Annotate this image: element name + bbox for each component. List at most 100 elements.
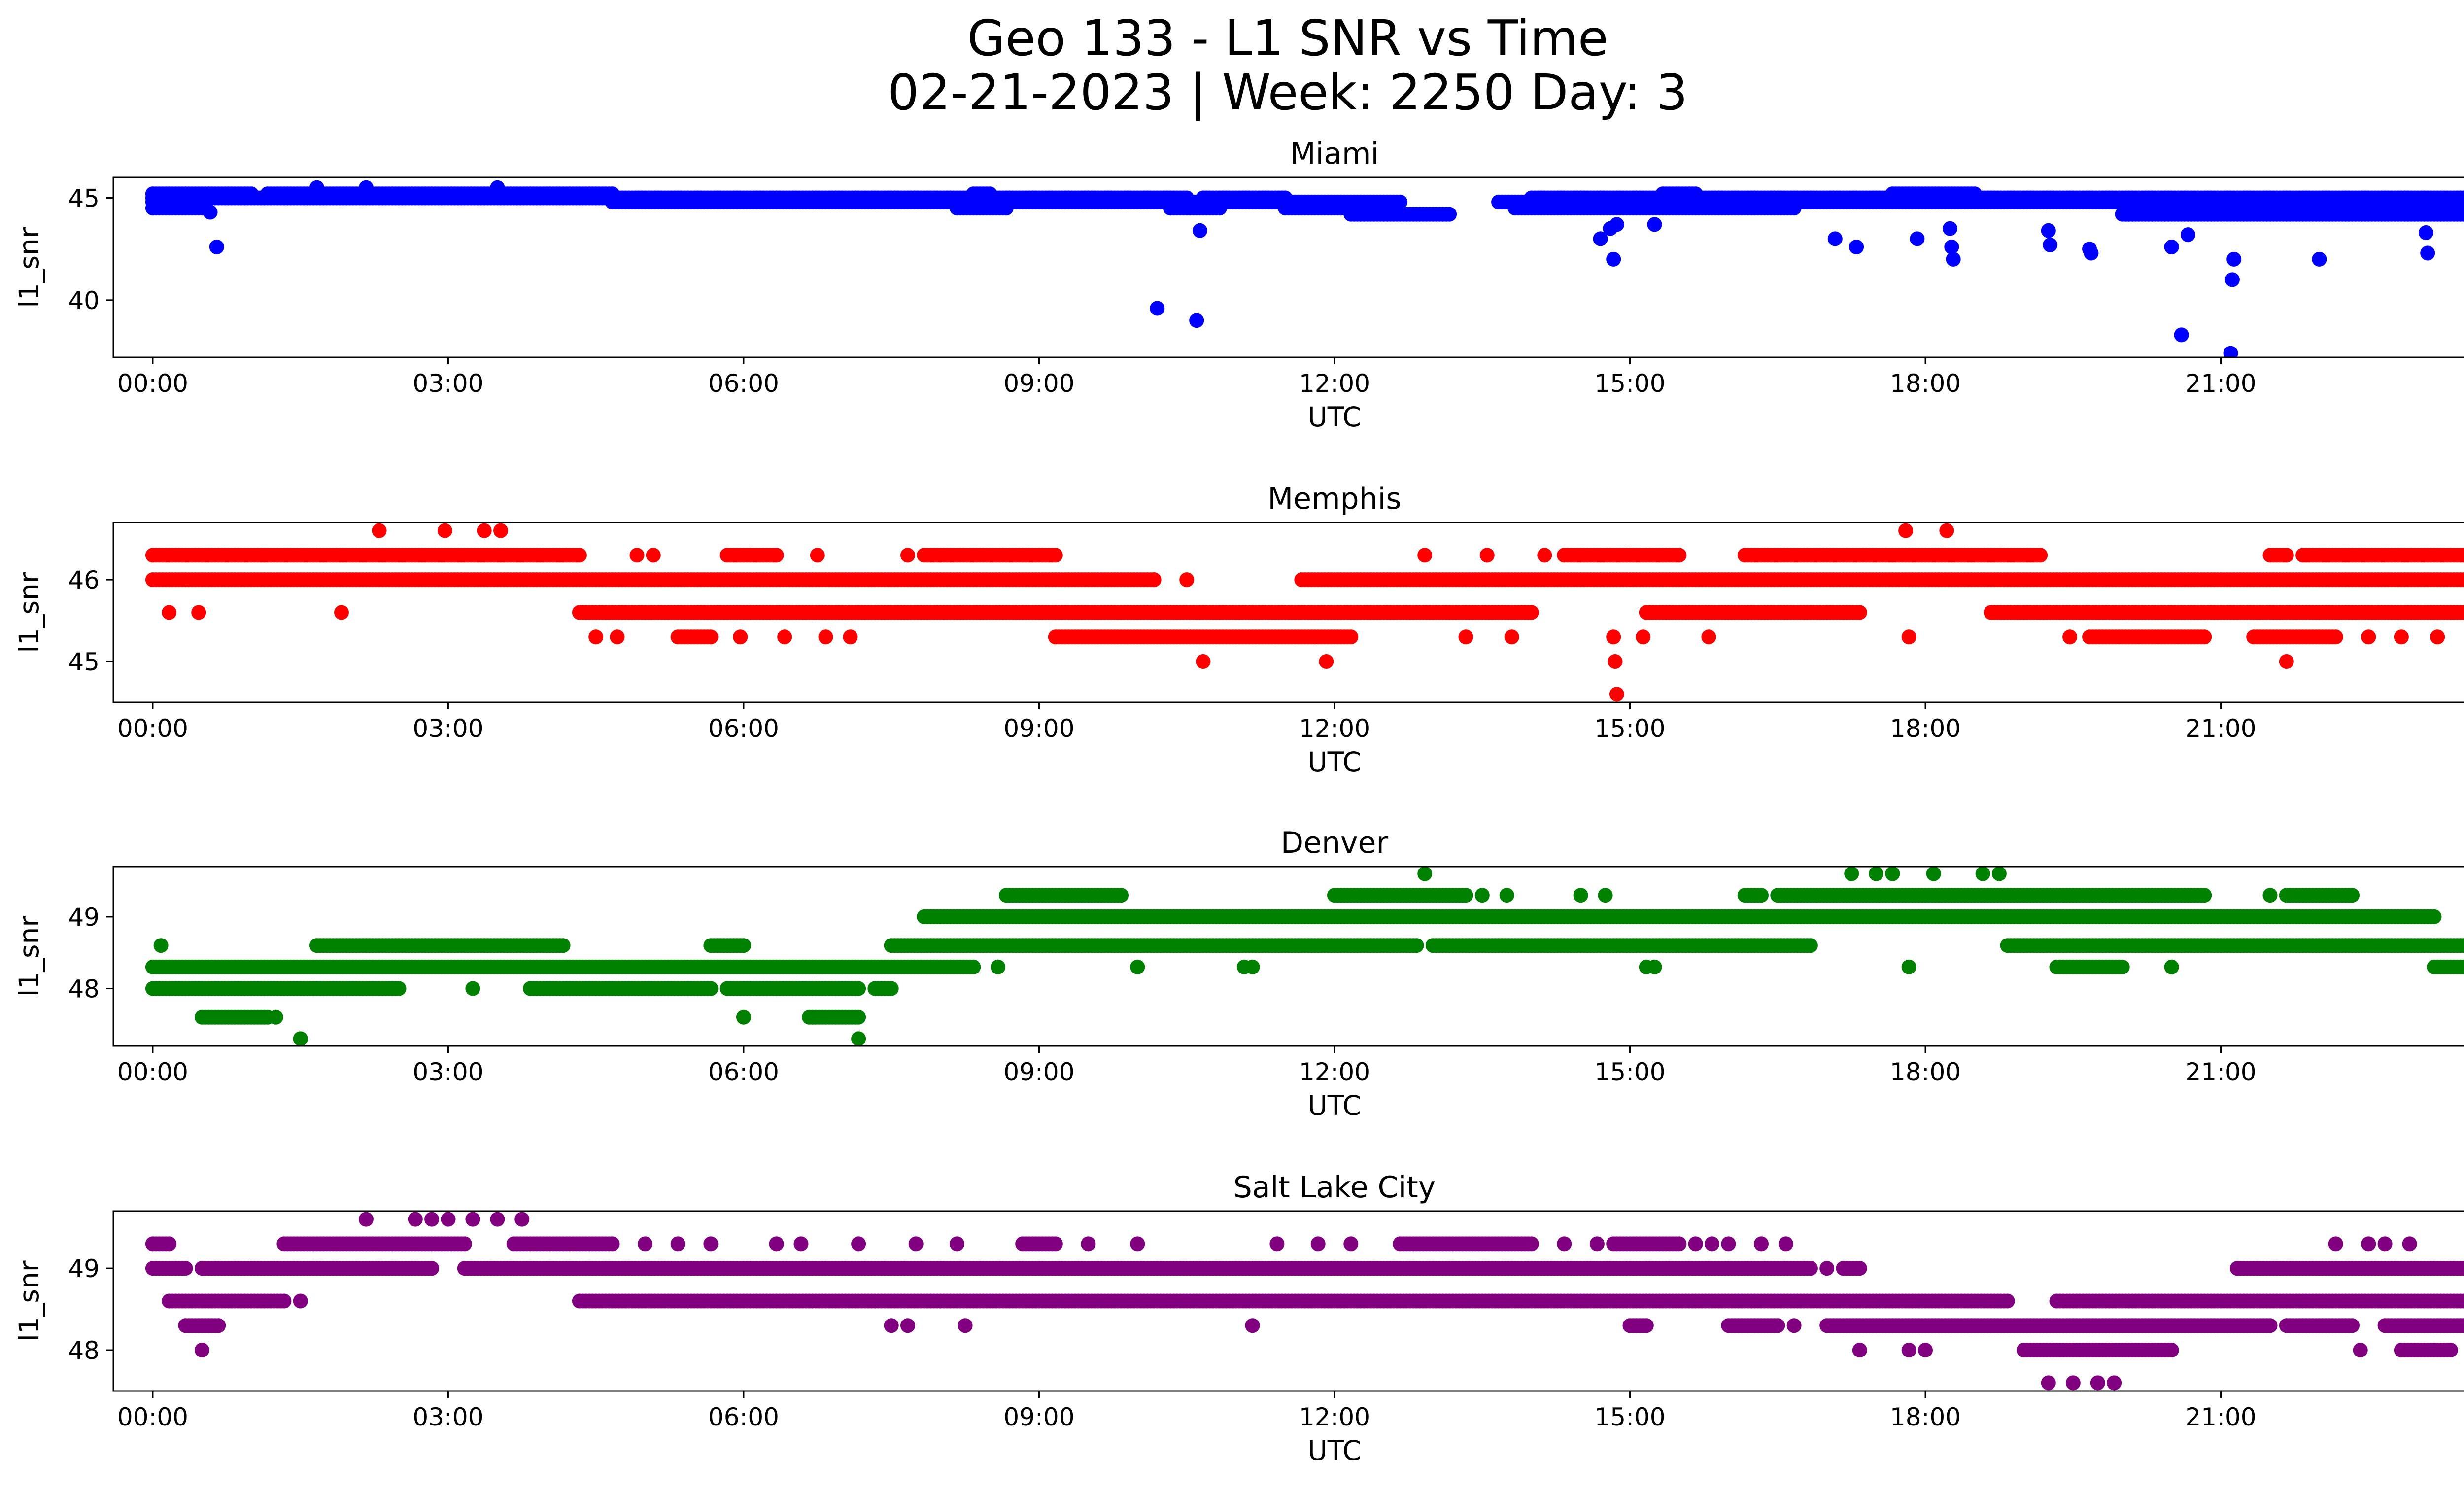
data-point <box>1701 629 1716 645</box>
data-point <box>2033 548 2048 563</box>
data-point <box>2084 245 2099 261</box>
y-axis-label: l1_snr <box>13 227 45 308</box>
data-point <box>843 629 858 645</box>
data-point <box>2463 210 2464 218</box>
data-point <box>1943 221 1957 236</box>
data-points-denver <box>145 867 2464 1046</box>
x-tick-label: 15:00 <box>1594 369 1665 398</box>
data-point <box>1639 199 1654 214</box>
data-point <box>1458 888 1473 903</box>
y-tick-label: 45 <box>68 648 100 676</box>
data-point <box>1939 523 1954 538</box>
data-point <box>1609 217 1624 232</box>
data-point <box>733 629 748 645</box>
data-point <box>1901 629 1916 645</box>
data-point <box>2279 654 2294 669</box>
x-tick-label: 21:00 <box>2186 369 2257 398</box>
data-point <box>1417 548 1433 563</box>
data-point <box>162 605 177 620</box>
data-points-miami <box>145 180 2464 357</box>
data-point <box>2463 941 2464 950</box>
x-tick-label: 00:00 <box>117 369 188 398</box>
data-point <box>1827 231 1843 246</box>
data-point <box>1537 548 1552 563</box>
data-point <box>2460 605 2464 620</box>
data-point <box>2460 573 2464 587</box>
data-point <box>309 180 324 195</box>
data-point <box>1849 240 1864 254</box>
data-point <box>1442 207 1457 222</box>
data-point <box>2312 251 2327 267</box>
data-point <box>1393 194 1408 209</box>
data-point <box>818 629 833 645</box>
data-point <box>1192 223 1207 238</box>
data-point <box>2463 551 2464 559</box>
data-point <box>1898 523 1914 538</box>
data-point <box>703 629 719 645</box>
data-point <box>2062 629 2078 645</box>
data-point <box>358 180 374 195</box>
data-point <box>2463 576 2464 584</box>
data-point <box>2463 608 2464 617</box>
data-point <box>1606 251 1621 267</box>
data-point <box>1852 605 1867 620</box>
data-point <box>2430 629 2445 645</box>
data-point <box>1609 687 1624 702</box>
y-tick-label: 46 <box>68 566 100 594</box>
data-point <box>1636 629 1651 645</box>
data-point <box>572 548 587 563</box>
data-point <box>1479 548 1495 563</box>
data-point <box>2226 251 2242 267</box>
figure-subtitle: 02-21-2023 | Week: 2250 Day: 3 <box>888 64 1688 121</box>
data-point <box>191 605 206 620</box>
data-point <box>2418 225 2433 240</box>
x-tick-label: 18:00 <box>1890 714 1961 743</box>
data-point <box>1212 201 1227 216</box>
data-point <box>769 548 784 563</box>
data-point <box>1524 605 1539 620</box>
y-tick-label: 45 <box>68 184 100 212</box>
data-point <box>900 548 915 563</box>
data-point <box>437 523 452 538</box>
data-point <box>1593 231 1608 246</box>
data-point <box>2460 207 2464 221</box>
data-point <box>1946 251 1961 267</box>
data-point <box>1647 217 1662 232</box>
data-point <box>2361 629 2376 645</box>
subplot-title: Miami <box>1290 137 1379 171</box>
y-tick-label: 40 <box>68 286 100 315</box>
subplot-title: Memphis <box>1267 482 1401 516</box>
data-point <box>1196 654 1211 669</box>
data-point <box>2279 548 2294 563</box>
data-point <box>2345 888 2360 903</box>
x-tick-label: 03:00 <box>412 369 483 398</box>
data-point <box>334 605 349 620</box>
data-point <box>1944 240 1959 254</box>
data-point <box>2164 240 2179 254</box>
data-point <box>1910 231 1925 246</box>
data-point <box>555 938 571 953</box>
data-point <box>2460 548 2464 562</box>
data-point <box>2427 909 2442 924</box>
data-point <box>2180 227 2195 243</box>
data-point <box>1754 888 1769 903</box>
data-point <box>736 938 751 953</box>
data-point <box>2041 223 2056 238</box>
data-point <box>2197 888 2212 903</box>
data-point <box>477 523 492 538</box>
x-tick-label: 18:00 <box>1890 369 1961 398</box>
x-axis-label: UTC <box>1307 746 1361 778</box>
x-tick-label: 03:00 <box>412 714 483 743</box>
x-tick-label: 12:00 <box>1299 714 1370 743</box>
data-point <box>1189 313 1204 328</box>
data-point <box>1458 629 1473 645</box>
data-point <box>2394 629 2409 645</box>
x-tick-label: 12:00 <box>1299 369 1370 398</box>
data-point <box>2420 245 2435 261</box>
data-point <box>490 180 505 195</box>
data-point <box>588 629 604 645</box>
x-tick-label: 09:00 <box>1003 714 1074 743</box>
